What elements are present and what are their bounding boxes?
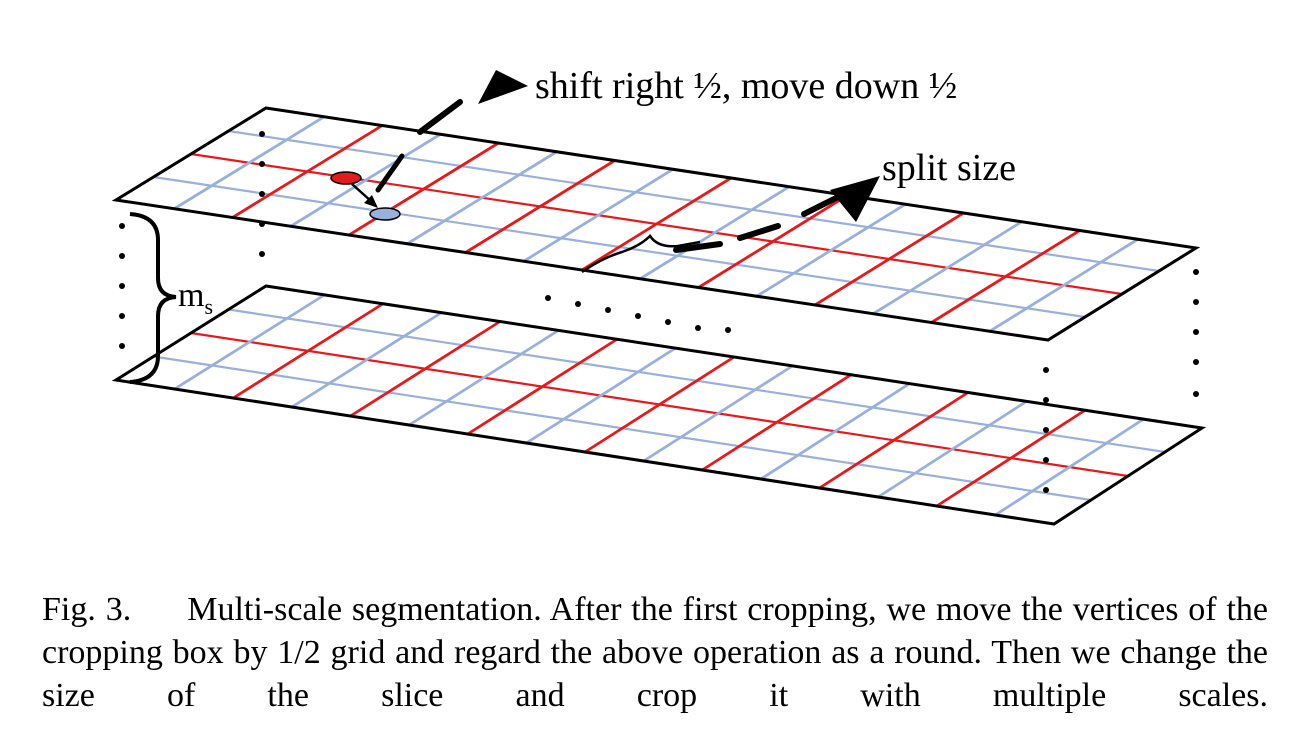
lower-plane-grid-line-cross: [701, 373, 852, 472]
shift-label: shift right ½, move down ½: [535, 65, 957, 107]
ellipsis-dot: [119, 313, 125, 319]
ellipsis-dot: [725, 327, 731, 333]
ellipsis-dot: [1043, 367, 1049, 373]
ellipsis-dot: [605, 307, 611, 313]
ellipsis-dot: [259, 191, 265, 197]
lower-plane-grid-line-cross: [935, 409, 1086, 508]
ellipsis-dot: [1043, 427, 1049, 433]
lower-plane-grid-line-cross: [584, 355, 735, 454]
lower-plane-grid-line-cross: [760, 382, 911, 481]
shift-dashed-line: [417, 99, 463, 135]
split-dash-2: [737, 223, 781, 241]
lower-plane-grid-line-cross: [349, 320, 501, 418]
red-point: [330, 171, 362, 185]
split-arrow-icon: [830, 176, 880, 222]
ellipsis-dot: [545, 295, 551, 301]
upper-plane-grid-line-cross: [231, 124, 383, 219]
upper-plane-grid-line-cross: [464, 159, 616, 254]
ellipsis-dot: [259, 251, 265, 257]
caption-label: Fig. 3.: [42, 591, 132, 628]
figure: ms shift right ½, move down ½ split size: [111, 65, 1207, 526]
split-dash-1: [673, 241, 723, 253]
shift-connector: [375, 153, 405, 193]
lower-plane-grid-line-cross: [466, 338, 618, 436]
lower-plane-grid-line-cross: [994, 417, 1145, 517]
upper-plane-grid-line-cross: [872, 220, 1023, 315]
ellipsis-dot: [1193, 329, 1199, 335]
shift-arrow-icon: [478, 70, 528, 104]
upper-plane-outline: [111, 106, 1201, 342]
ellipsis-dot: [259, 131, 265, 137]
caption-text: Multi-scale segmentation. After the firs…: [42, 591, 1269, 714]
lower-plane-grid-line-cross: [818, 391, 969, 490]
lower-plane-grid-line-cross: [525, 346, 677, 445]
upper-plane-grid-line-cross: [348, 141, 500, 237]
ellipsis-dot: [1043, 457, 1049, 463]
upper-plane-grid-line-cross: [756, 203, 907, 298]
lower-plane-grid-line-cross: [642, 364, 794, 463]
ellipsis-dot: [119, 253, 125, 259]
upper-plane-grid-line-cross: [639, 185, 790, 280]
split-brace: [581, 234, 701, 274]
lower-plane-grid-line-cross: [291, 311, 443, 409]
ellipsis-dot: [119, 283, 125, 289]
ellipsis-dot: [259, 161, 265, 167]
upper-plane: [111, 106, 1201, 342]
blue-point: [369, 207, 401, 221]
lower-plane-grid-line-cross: [173, 293, 326, 391]
multi-scale-diagram: ms shift right ½, move down ½ split size: [111, 65, 1207, 526]
ellipsis-dot: [259, 221, 265, 227]
move-arrow-head-icon: [364, 195, 378, 208]
scale-label: ms: [178, 277, 213, 319]
ellipsis-dot: [695, 325, 701, 331]
ellipsis-dot: [119, 223, 125, 229]
scale-brace: [129, 212, 177, 384]
upper-plane-grid-line-cross: [523, 168, 674, 263]
upper-plane-grid-line-cross: [581, 176, 732, 272]
lower-plane: [111, 284, 1207, 526]
upper-plane-grid-line-cross: [697, 194, 848, 289]
ellipsis-dot: [1043, 397, 1049, 403]
upper-plane-grid-line-cross: [989, 238, 1139, 333]
ellipsis-dot: [119, 343, 125, 349]
split-dash-3: [801, 193, 843, 217]
lower-plane-grid-line-cross: [232, 302, 384, 400]
annotations: ms shift right ½, move down ½ split size: [129, 65, 1016, 384]
ellipsis-dot: [1193, 391, 1199, 397]
ellipsis-dots: [119, 131, 1199, 493]
lower-plane-outline: [111, 284, 1207, 526]
upper-plane-grid-line-cross: [930, 229, 1081, 324]
lower-plane-grid-line-cross: [408, 329, 560, 427]
ellipsis-dot: [1193, 299, 1199, 305]
ellipsis-dot: [1193, 269, 1199, 275]
ellipsis-dot: [575, 301, 581, 307]
figure-caption: Fig. 3. Multi-scale segmentation. After t…: [42, 588, 1268, 717]
upper-plane-grid-line-cross: [173, 115, 325, 210]
ellipsis-dot: [1043, 487, 1049, 493]
split-label: split size: [882, 147, 1016, 189]
ellipsis-dot: [1193, 359, 1199, 365]
lower-plane-grid-line-cross: [877, 400, 1028, 499]
ellipsis-dot: [635, 313, 641, 319]
upper-plane-grid-line-cross: [290, 133, 442, 228]
upper-plane-grid-line-cross: [406, 150, 558, 245]
upper-plane-grid-line-cross: [814, 211, 965, 307]
ellipsis-dot: [665, 319, 671, 325]
